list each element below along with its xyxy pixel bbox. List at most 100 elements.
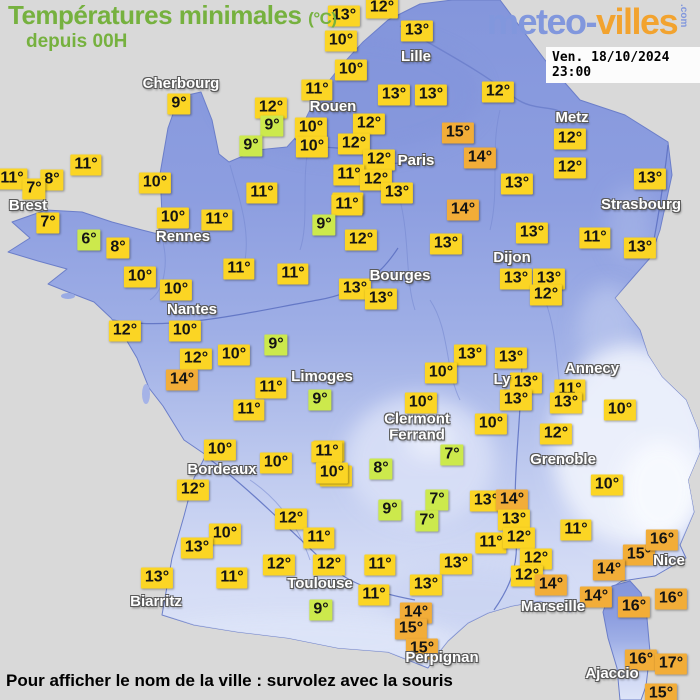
temp-badge[interactable]: 11° bbox=[223, 258, 255, 280]
temp-badge[interactable]: 12° bbox=[519, 548, 553, 570]
temp-badge[interactable]: 10° bbox=[217, 344, 251, 366]
temp-badge[interactable]: 7° bbox=[425, 489, 449, 511]
temp-badge[interactable]: 10° bbox=[315, 462, 349, 484]
temp-badge[interactable]: 13° bbox=[532, 268, 566, 290]
temp-badge[interactable]: 10° bbox=[203, 439, 237, 461]
temp-badge[interactable]: 10° bbox=[168, 320, 202, 342]
temp-badge[interactable]: 13° bbox=[499, 268, 533, 290]
temp-badge[interactable]: 13° bbox=[380, 182, 414, 204]
temp-badge[interactable]: 8° bbox=[106, 237, 130, 259]
temp-badge[interactable]: 9° bbox=[260, 115, 284, 137]
temp-badge[interactable]: 8° bbox=[369, 458, 393, 480]
temp-badge[interactable]: 10° bbox=[159, 279, 193, 301]
temp-badge[interactable]: 11° bbox=[364, 554, 396, 576]
temp-badge[interactable]: 11° bbox=[358, 584, 390, 606]
temp-badge[interactable]: 12° bbox=[539, 423, 573, 445]
temp-badge[interactable]: 9° bbox=[167, 93, 191, 115]
temp-badge[interactable]: 11° bbox=[311, 441, 343, 463]
temp-badge[interactable]: 12° bbox=[502, 527, 536, 549]
temp-badge[interactable]: 12° bbox=[337, 133, 371, 155]
temp-badge[interactable]: 12° bbox=[108, 320, 142, 342]
temp-badge[interactable]: 13° bbox=[549, 392, 583, 414]
temp-badge[interactable]: 13° bbox=[623, 237, 657, 259]
site-logo[interactable]: meteo-villes.com bbox=[487, 1, 689, 43]
temp-badge[interactable]: 11° bbox=[331, 194, 363, 216]
temp-badge[interactable]: 15° bbox=[644, 683, 678, 700]
temp-badge[interactable]: 13° bbox=[453, 344, 487, 366]
temp-badge[interactable]: 10° bbox=[334, 59, 368, 81]
temp-badge[interactable]: 16° bbox=[645, 529, 679, 551]
temp-badge[interactable]: 13° bbox=[633, 168, 667, 190]
temp-badge[interactable]: 10° bbox=[156, 207, 190, 229]
temp-badge[interactable]: 9° bbox=[308, 389, 332, 411]
temp-badge[interactable]: 13° bbox=[180, 537, 214, 559]
temp-badge[interactable]: 16° bbox=[654, 588, 688, 610]
temp-badge[interactable]: 10° bbox=[138, 172, 172, 194]
temp-badge[interactable]: 7° bbox=[36, 212, 60, 234]
temp-badge[interactable]: 12° bbox=[553, 128, 587, 150]
temp-badge[interactable]: 13° bbox=[327, 5, 361, 27]
temp-badge[interactable]: 10° bbox=[259, 452, 293, 474]
temp-badge[interactable]: 12° bbox=[362, 149, 396, 171]
temp-badge[interactable]: 13° bbox=[499, 389, 533, 411]
temp-badge[interactable]: 14° bbox=[534, 574, 568, 596]
temp-badge[interactable]: 13° bbox=[429, 233, 463, 255]
temp-badge[interactable]: 15° bbox=[405, 638, 439, 660]
temp-badge[interactable]: 13° bbox=[509, 372, 543, 394]
temp-badge[interactable]: 14° bbox=[592, 559, 626, 581]
temp-badge[interactable]: 11° bbox=[233, 399, 265, 421]
temp-badge[interactable]: 10° bbox=[294, 117, 328, 139]
temp-badge[interactable]: 15° bbox=[441, 122, 475, 144]
temp-badge[interactable]: 12° bbox=[365, 0, 399, 19]
temp-badge[interactable]: 11° bbox=[475, 532, 507, 554]
temp-badge[interactable]: 11° bbox=[277, 263, 309, 285]
temp-badge[interactable]: 10° bbox=[208, 523, 242, 545]
temp-badge[interactable]: 13° bbox=[364, 288, 398, 310]
temp-badge[interactable]: 12° bbox=[274, 508, 308, 530]
temp-badge[interactable]: 11° bbox=[560, 519, 592, 541]
temp-badge[interactable]: 10° bbox=[404, 392, 438, 414]
temp-badge[interactable]: 13° bbox=[439, 553, 473, 575]
temp-badge[interactable]: 10° bbox=[603, 399, 637, 421]
temp-badge[interactable]: 14° bbox=[495, 489, 529, 511]
temp-badge[interactable]: 11° bbox=[70, 154, 102, 176]
temp-badge[interactable]: 12° bbox=[352, 113, 386, 135]
temp-badge[interactable]: 11° bbox=[255, 377, 287, 399]
temp-badge[interactable]: 12° bbox=[262, 554, 296, 576]
temp-badge[interactable]: 9° bbox=[264, 334, 288, 356]
temp-badge[interactable]: 8° bbox=[40, 169, 64, 191]
temp-badge[interactable]: 16° bbox=[617, 596, 651, 618]
temp-badge[interactable]: 9° bbox=[312, 214, 336, 236]
temp-badge[interactable]: 13° bbox=[497, 509, 531, 531]
temp-badge[interactable]: 13° bbox=[409, 574, 443, 596]
temp-badge[interactable]: 11° bbox=[201, 209, 233, 231]
temp-badge[interactable]: 12° bbox=[254, 97, 288, 119]
temp-badge[interactable]: 11° bbox=[333, 164, 365, 186]
temp-badge[interactable]: 14° bbox=[579, 586, 613, 608]
temp-badge[interactable]: 13° bbox=[515, 222, 549, 244]
temp-badge[interactable]: 7° bbox=[22, 178, 46, 200]
temp-badge[interactable]: 7° bbox=[415, 510, 439, 532]
temp-badge[interactable]: 12° bbox=[481, 81, 515, 103]
temp-badge[interactable]: 12° bbox=[312, 554, 346, 576]
temp-badge[interactable]: 17° bbox=[654, 653, 688, 675]
temp-badge[interactable]: 11° bbox=[303, 527, 335, 549]
temp-badge[interactable]: 11° bbox=[301, 79, 333, 101]
temp-badge[interactable]: 14° bbox=[446, 199, 480, 221]
temp-badge[interactable]: 10° bbox=[424, 362, 458, 384]
temp-badge[interactable]: 7° bbox=[440, 444, 464, 466]
temp-badge[interactable]: 12° bbox=[344, 229, 378, 251]
temp-badge[interactable]: 10° bbox=[295, 136, 329, 158]
temp-badge[interactable]: 13° bbox=[140, 567, 174, 589]
temp-badge[interactable]: 14° bbox=[463, 147, 497, 169]
temp-badge[interactable]: 15° bbox=[394, 618, 428, 640]
temp-badge[interactable]: 16° bbox=[624, 649, 658, 671]
temp-badge[interactable]: 13° bbox=[494, 347, 528, 369]
temp-badge[interactable]: 12° bbox=[529, 284, 563, 306]
temp-badge[interactable]: 10° bbox=[474, 413, 508, 435]
temp-badge[interactable]: 13° bbox=[500, 173, 534, 195]
temp-badge[interactable]: 10° bbox=[123, 266, 157, 288]
temp-badge[interactable]: 14° bbox=[165, 369, 199, 391]
temp-badge[interactable]: 12° bbox=[553, 157, 587, 179]
